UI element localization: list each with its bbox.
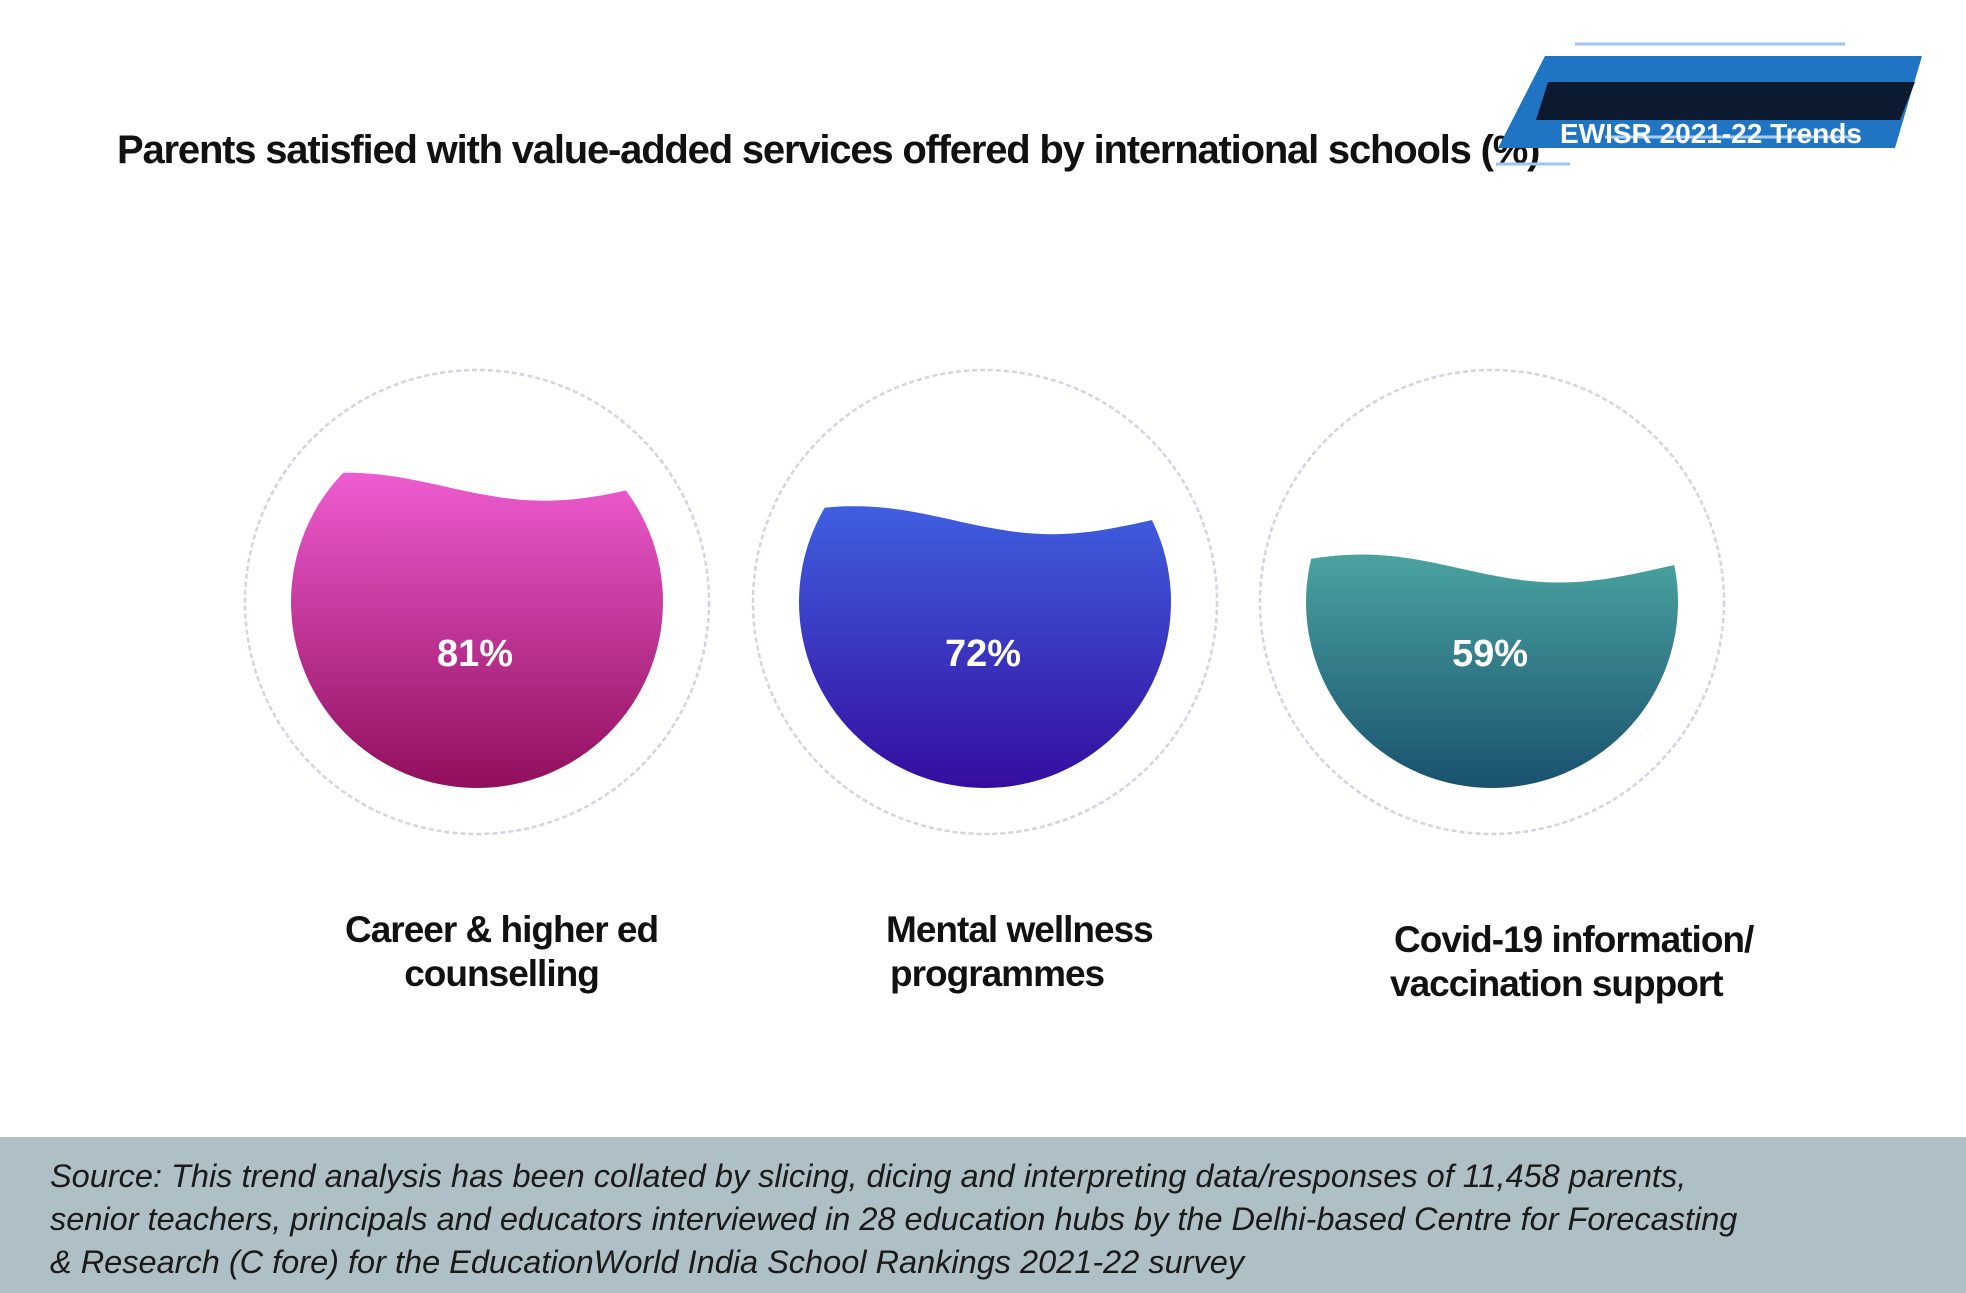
trends-badge: EWISR 2021-22 Trends: [1490, 38, 1930, 174]
outer-ring: [243, 368, 711, 836]
category-label-career-counselling: Career & higher ed counselling: [345, 908, 659, 996]
category-label-line: Covid-19 information/: [1394, 919, 1754, 960]
liquid-fill-covid-support: [1306, 554, 1678, 788]
satisfaction-chart: 81% 72% 59%: [243, 368, 1726, 836]
value-label-career-counselling: 81%: [437, 633, 513, 675]
category-label-line: programmes: [890, 953, 1105, 994]
category-label-line: vaccination support: [1390, 963, 1724, 1004]
outer-ring: [1258, 368, 1726, 836]
badge-label: EWISR 2021-22 Trends: [1560, 118, 1862, 149]
category-label-line: counselling: [404, 953, 600, 994]
outer-ring: [751, 368, 1219, 836]
chart-title: Parents satisfied with value-added servi…: [117, 128, 1540, 172]
liquid-fill-career-counselling: [291, 472, 663, 788]
value-label-mental-wellness: 72%: [945, 633, 1021, 675]
source-line: senior teachers, principals and educator…: [50, 1201, 1738, 1237]
source-line: & Research (C fore) for the EducationWor…: [50, 1244, 1245, 1280]
category-label-covid-support: Covid-19 information/ vaccination suppor…: [1390, 918, 1754, 1006]
value-label-covid-support: 59%: [1452, 633, 1528, 675]
liquid-fill-mental-wellness: [799, 506, 1171, 788]
category-label-mental-wellness: Mental wellness programmes: [886, 908, 1154, 996]
badge-decoration: [1496, 42, 1922, 166]
category-label-line: Mental wellness: [886, 909, 1154, 950]
source-line: Source: This trend analysis has been col…: [50, 1158, 1687, 1194]
category-label-line: Career & higher ed: [345, 909, 659, 950]
source-note: Source: This trend analysis has been col…: [0, 1137, 1966, 1293]
